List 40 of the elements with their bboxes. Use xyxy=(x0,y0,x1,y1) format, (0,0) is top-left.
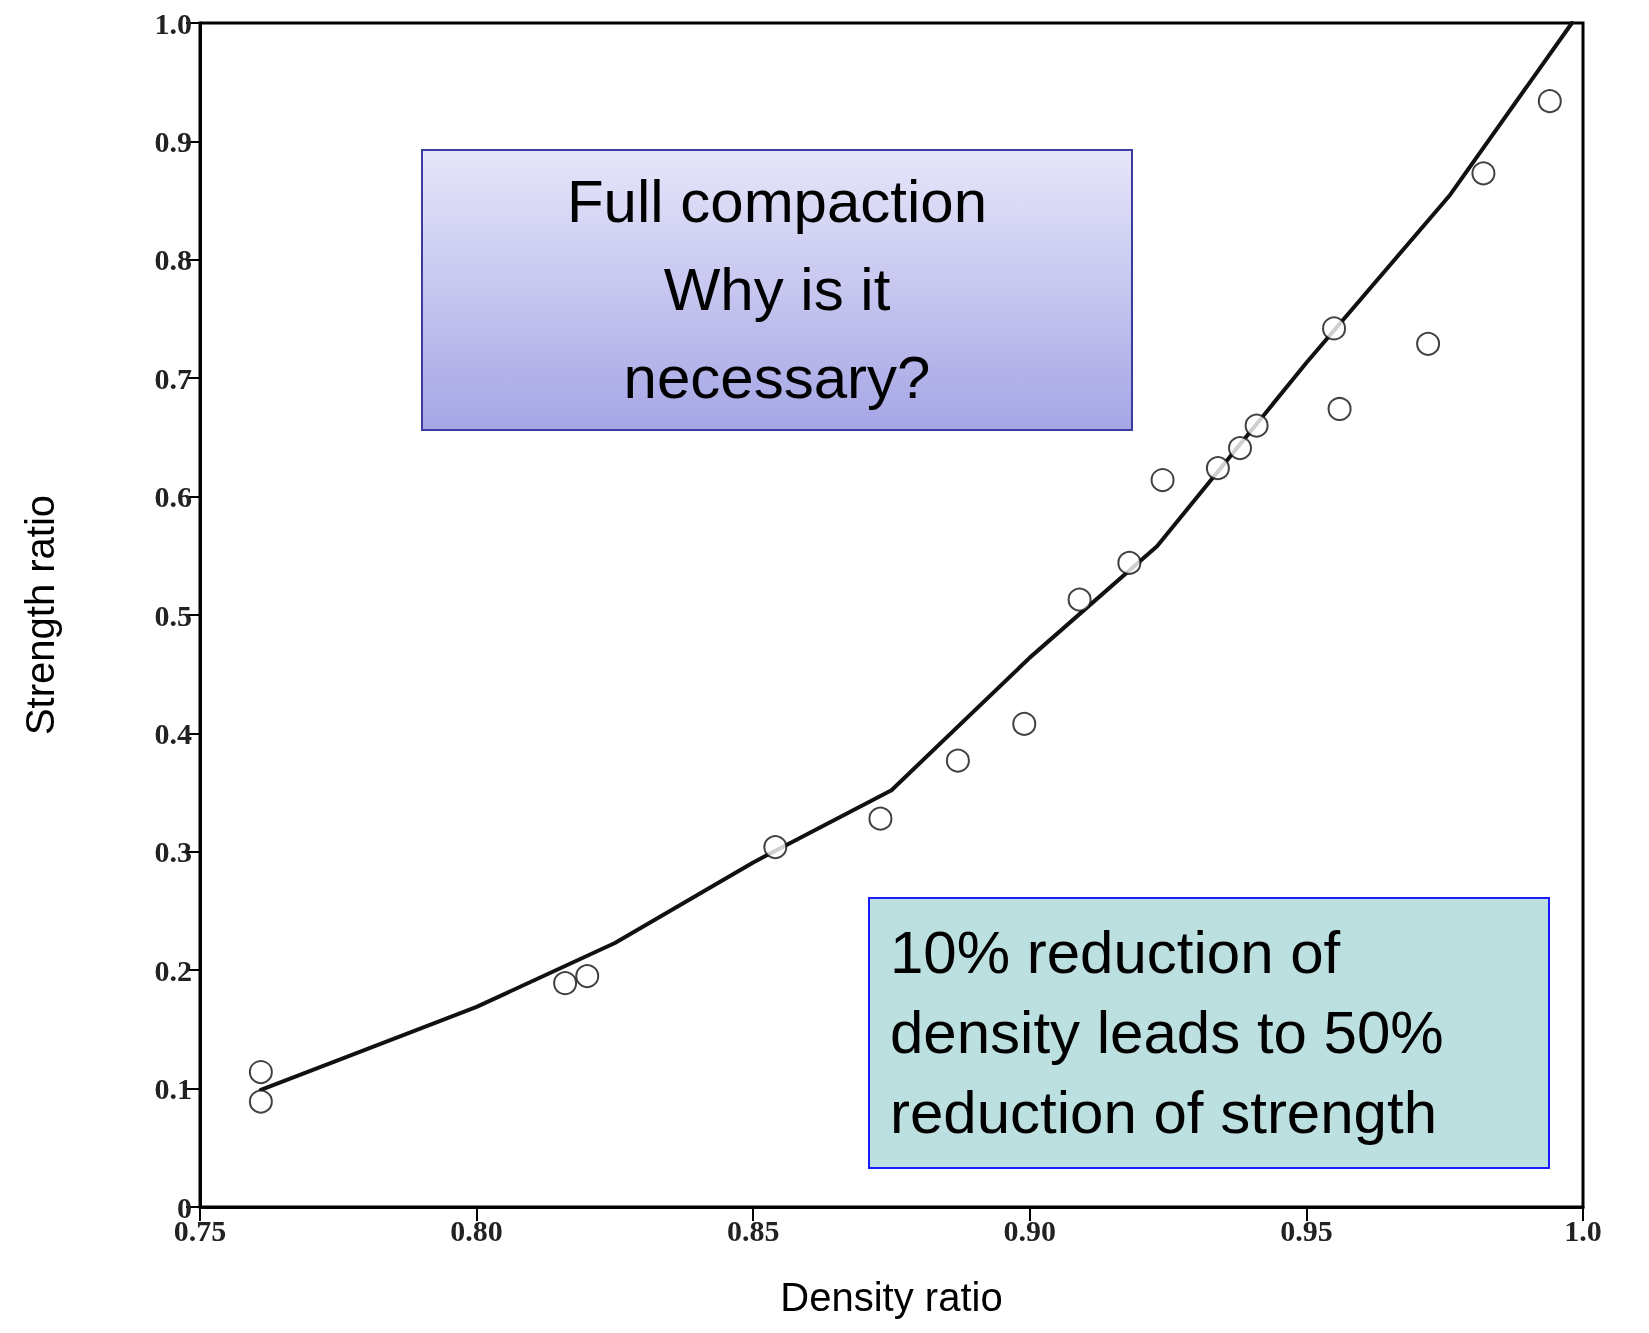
point xyxy=(868,806,893,831)
y-tick-label: 0.1 xyxy=(154,1072,192,1106)
point xyxy=(945,748,970,773)
point xyxy=(1471,161,1496,186)
point xyxy=(1067,587,1092,612)
y-tick-label: 0.6 xyxy=(154,480,192,514)
point xyxy=(1012,711,1037,736)
x-tick-label: 0.80 xyxy=(450,1213,503,1247)
callout-box: Full compaction Why is it necessary? xyxy=(421,149,1133,431)
point xyxy=(1117,550,1142,575)
y-tick-label: 0.9 xyxy=(154,124,192,158)
point xyxy=(553,971,578,996)
point xyxy=(1322,316,1347,341)
point xyxy=(248,1060,273,1085)
y-tick-label: 0.7 xyxy=(154,361,192,395)
annotation: Full compaction Why is it necessary? xyxy=(565,167,989,413)
y-tick-label: 0.4 xyxy=(154,716,192,750)
callout-box: 10% reduction of density leads to 50% reduction of strength xyxy=(868,897,1550,1169)
point xyxy=(1537,89,1562,114)
point xyxy=(1416,331,1441,356)
x-tick-label: 0.90 xyxy=(1003,1213,1057,1247)
point xyxy=(1150,468,1175,493)
y-tick-label: 1.0 xyxy=(154,6,192,40)
y-axis-title: Strength ratio xyxy=(18,494,62,736)
point xyxy=(1244,413,1269,438)
point xyxy=(1327,396,1352,421)
annotation: 10% reduction of density leads to 50% reduction of strength xyxy=(890,918,1445,1148)
point xyxy=(763,835,788,860)
y-tick-label: 0.5 xyxy=(154,598,192,632)
y-tick-label: 0.2 xyxy=(154,953,192,987)
point xyxy=(1228,436,1253,461)
x-tick-label: 0.85 xyxy=(726,1213,780,1247)
x-tick-label: 1.0 xyxy=(1564,1213,1602,1247)
point xyxy=(248,1089,273,1114)
y-tick-label: 0.3 xyxy=(154,835,192,869)
x-tick-label: 0.95 xyxy=(1280,1213,1333,1247)
point xyxy=(575,964,600,989)
y-tick-label: 0.8 xyxy=(154,243,192,277)
point xyxy=(1205,456,1230,481)
x-axis-title: Density ratio xyxy=(780,1275,1003,1319)
